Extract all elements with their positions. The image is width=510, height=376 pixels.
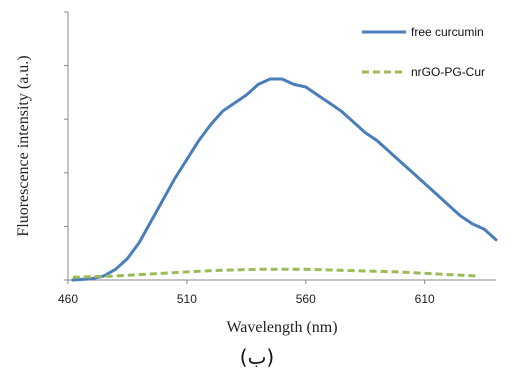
series-line-1 [72, 267, 480, 279]
panel-label: (ب) [240, 345, 274, 369]
series-line-0 [71, 77, 498, 282]
plot-area: 460 510 560 610 [58, 11, 498, 306]
x-axis-ticks: 460 510 560 610 [58, 280, 435, 306]
legend: free curcumin nrGO-PG-Cur [362, 25, 485, 79]
legend-label-0: free curcumin [411, 25, 484, 39]
x-axis-title: Wavelength (nm) [226, 319, 337, 336]
series-layer [71, 77, 498, 282]
x-tick-label: 560 [296, 292, 316, 306]
y-axis-title: Fluorescence intensity (a.u.) [15, 55, 32, 236]
legend-label-1: nrGO-PG-Cur [411, 65, 485, 79]
y-axis-ticks [64, 11, 68, 281]
x-tick-label: 510 [177, 292, 197, 306]
x-tick-label: 610 [415, 292, 435, 306]
x-tick-label: 460 [58, 292, 78, 306]
